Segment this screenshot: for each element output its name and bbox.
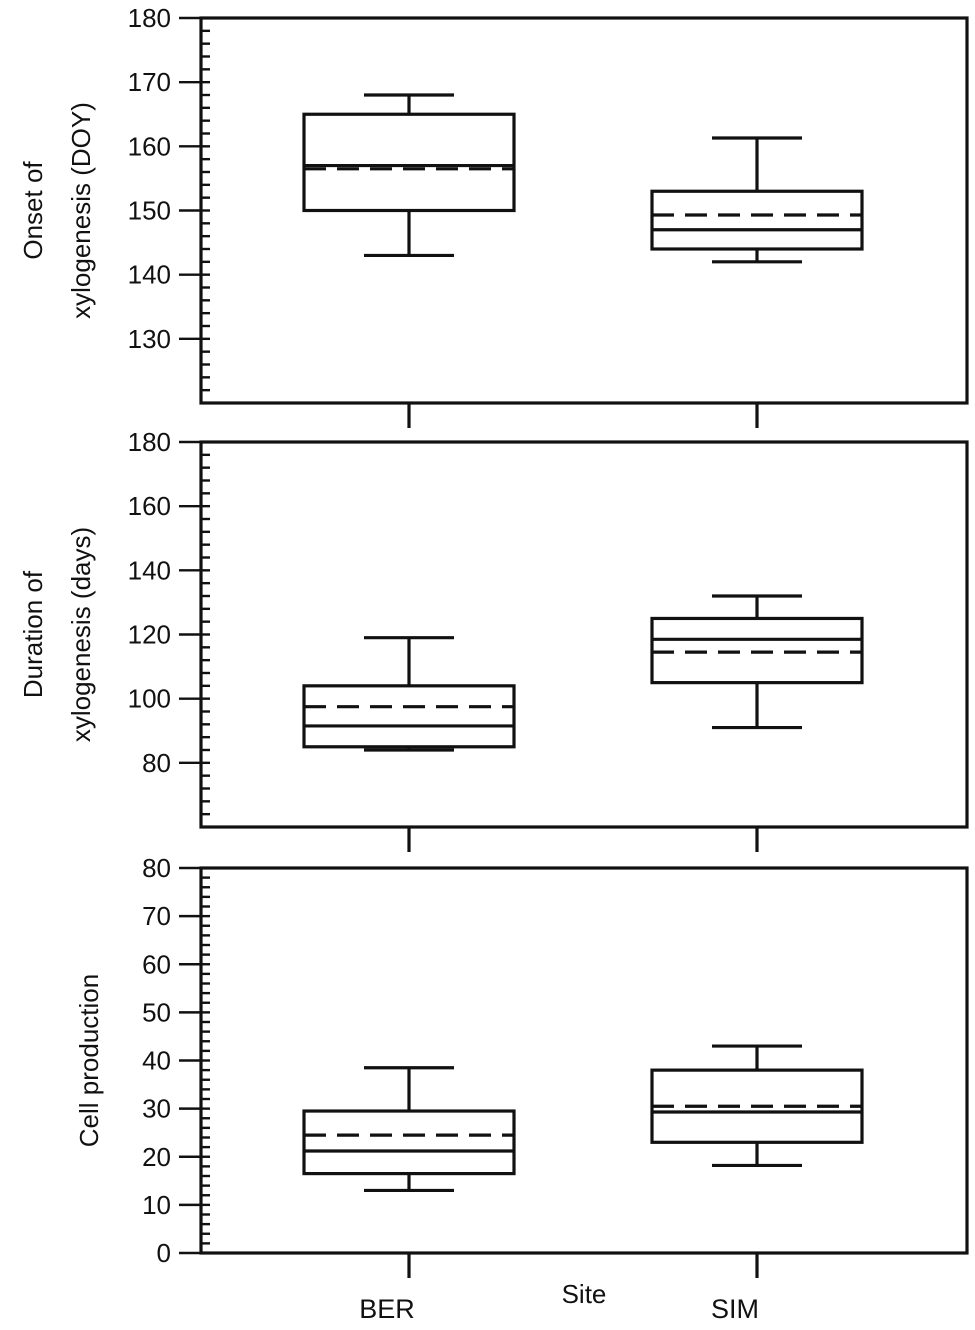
y-tick-label: 170 [128, 67, 171, 97]
box-ber [302, 93, 516, 258]
y-tick-label: 80 [142, 748, 171, 778]
x-axis-title: Site [562, 1279, 607, 1309]
y-tick-label: 80 [142, 853, 171, 883]
iqr-box [302, 684, 516, 749]
x-category-label-sim: SIM [711, 1294, 759, 1324]
box-ber [302, 1066, 516, 1193]
iqr-box [302, 1109, 516, 1176]
y-tick-label: 140 [128, 260, 171, 290]
y-tick-label: 160 [128, 131, 171, 161]
panel-3: 0 10 20 30 40 50 60 70 80 Cell production BER SIM [74, 853, 969, 1324]
plot-frame [199, 866, 969, 1255]
y-tick-label: 120 [128, 620, 171, 650]
y-tick-label: 50 [142, 997, 171, 1027]
box-ber [302, 636, 516, 752]
y-tick-label: 30 [142, 1094, 171, 1124]
panel-1: 130 140 150 160 170 180 Onset of xylogenesis (D… [18, 3, 969, 428]
y-tick-label: 20 [142, 1142, 171, 1172]
y-axis-title-line: xylogenesis (DOY) [66, 102, 96, 319]
y-tick-label: 130 [128, 324, 171, 354]
y-tick-label: 180 [128, 3, 171, 33]
iqr-box [650, 189, 864, 251]
y-tick-label: 140 [128, 555, 171, 585]
box-sim [650, 1044, 864, 1168]
y-tick-label: 150 [128, 196, 171, 226]
panel-2: 80 100 120 140 160 180 Duration of xylogenesis … [18, 427, 969, 852]
y-axis-title-line: xylogenesis (days) [66, 527, 96, 742]
box-sim [650, 594, 864, 730]
y-axis-title-line: Onset of [18, 161, 48, 260]
y-tick-label: 70 [142, 901, 171, 931]
x-category-label-ber: BER [359, 1294, 415, 1324]
y-tick-label: 40 [142, 1046, 171, 1076]
y-axis-title-line: Duration of [18, 570, 48, 698]
y-tick-label: 160 [128, 491, 171, 521]
y-tick-label: 180 [128, 427, 171, 457]
iqr-box [302, 112, 516, 213]
y-tick-label: 100 [128, 684, 171, 714]
y-tick-label: 0 [157, 1238, 171, 1268]
y-tick-label: 60 [142, 949, 171, 979]
box-sim [650, 136, 864, 264]
iqr-box [650, 616, 864, 685]
y-axis-title-line: Cell production [74, 974, 104, 1147]
y-tick-label: 10 [142, 1190, 171, 1220]
